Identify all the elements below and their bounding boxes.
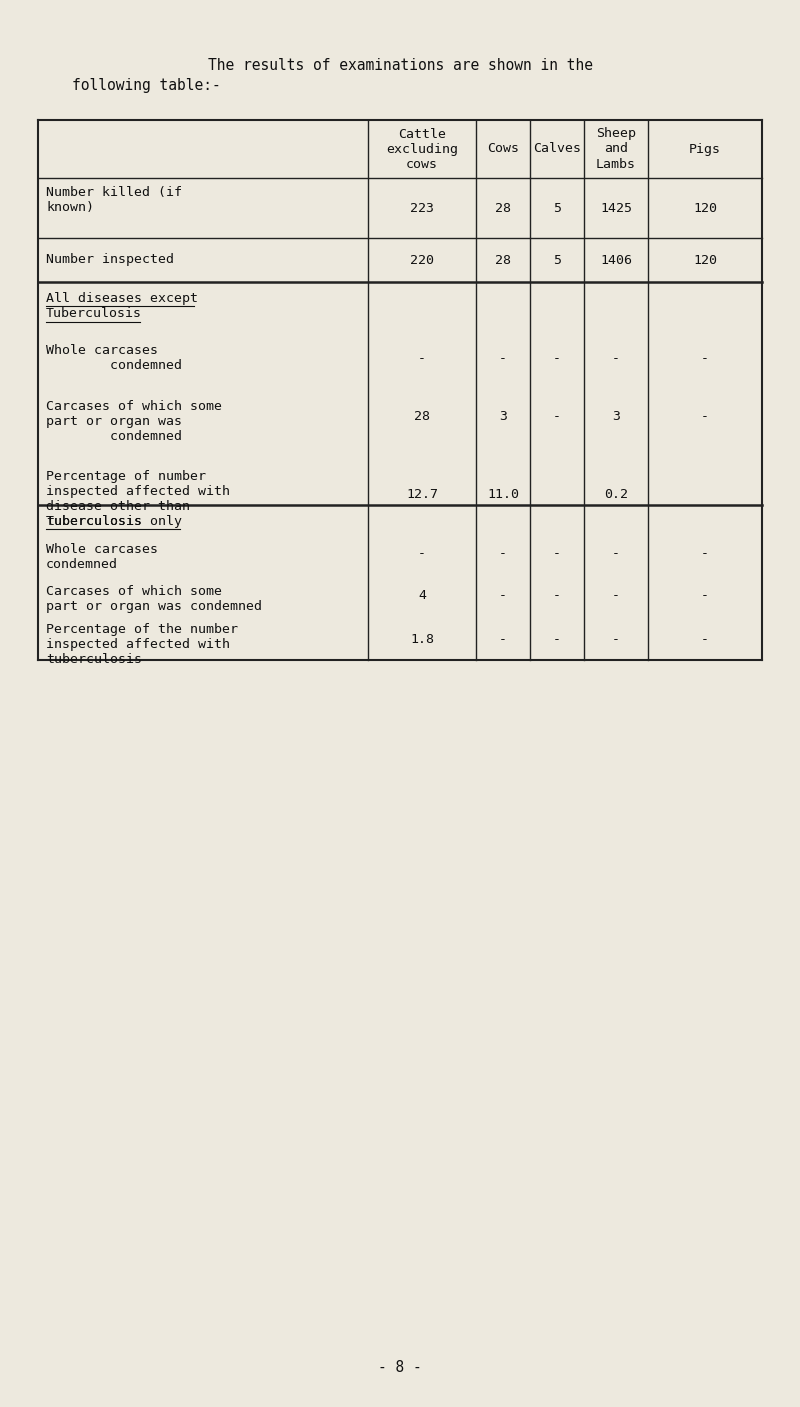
Text: Whole carcases
condemned: Whole carcases condemned (46, 543, 158, 571)
Text: Carcases of which some
part or organ was
        condemned: Carcases of which some part or organ was… (46, 400, 222, 443)
Text: Sheep
and
Lambs: Sheep and Lambs (596, 128, 636, 170)
Text: Tuberculosis only: Tuberculosis only (46, 515, 182, 528)
Text: 11.0: 11.0 (487, 488, 519, 501)
Text: Percentage of number
inspected affected with
disease other than
tuberculosis: Percentage of number inspected affected … (46, 470, 230, 528)
Text: 1425: 1425 (600, 201, 632, 214)
Text: Percentage of the number
inspected affected with
tuberculosis: Percentage of the number inspected affec… (46, 623, 238, 666)
Text: -: - (701, 547, 709, 560)
Text: -: - (499, 590, 507, 602)
Text: -: - (612, 590, 620, 602)
Text: Number inspected: Number inspected (46, 253, 174, 266)
Text: 1.8: 1.8 (410, 633, 434, 646)
Text: -: - (612, 633, 620, 646)
Text: 3: 3 (499, 409, 507, 424)
Text: -: - (553, 352, 561, 364)
Text: 0.2: 0.2 (604, 488, 628, 501)
Text: All diseases except
Tuberculosis: All diseases except Tuberculosis (46, 293, 198, 319)
Text: Whole carcases
        condemned: Whole carcases condemned (46, 343, 182, 371)
Text: 12.7: 12.7 (406, 488, 438, 501)
Text: 220: 220 (410, 253, 434, 266)
Text: -: - (612, 352, 620, 364)
Text: -: - (499, 547, 507, 560)
Text: 28: 28 (495, 253, 511, 266)
Text: -: - (553, 547, 561, 560)
Text: Cows: Cows (487, 142, 519, 156)
Text: -: - (612, 547, 620, 560)
Text: -: - (553, 590, 561, 602)
Text: -: - (701, 633, 709, 646)
Text: Calves: Calves (533, 142, 581, 156)
Text: 28: 28 (414, 409, 430, 424)
Text: -: - (701, 409, 709, 424)
Text: Cattle
excluding
cows: Cattle excluding cows (386, 128, 458, 170)
Text: Carcases of which some
part or organ was condemned: Carcases of which some part or organ was… (46, 585, 262, 613)
Text: -: - (701, 352, 709, 364)
Text: - 8 -: - 8 - (378, 1361, 422, 1375)
Text: -: - (553, 409, 561, 424)
Text: 3: 3 (612, 409, 620, 424)
Text: -: - (553, 633, 561, 646)
Text: 223: 223 (410, 201, 434, 214)
Text: -: - (499, 352, 507, 364)
Text: following table:-: following table:- (72, 77, 221, 93)
Text: 5: 5 (553, 201, 561, 214)
Text: -: - (418, 547, 426, 560)
Text: -: - (418, 352, 426, 364)
Text: 4: 4 (418, 590, 426, 602)
Text: Pigs: Pigs (689, 142, 721, 156)
Text: 5: 5 (553, 253, 561, 266)
Text: Number killed (if
known): Number killed (if known) (46, 186, 182, 214)
Text: The results of examinations are shown in the: The results of examinations are shown in… (207, 58, 593, 73)
Text: 120: 120 (693, 201, 717, 214)
Text: 28: 28 (495, 201, 511, 214)
Text: -: - (701, 590, 709, 602)
Text: -: - (499, 633, 507, 646)
Text: 1406: 1406 (600, 253, 632, 266)
Text: 120: 120 (693, 253, 717, 266)
